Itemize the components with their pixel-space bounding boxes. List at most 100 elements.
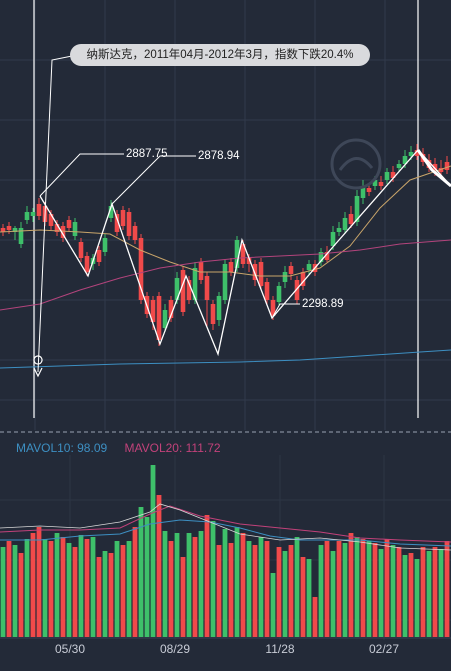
volume-bar (210, 521, 216, 637)
leader-line-high-2 (111, 155, 196, 205)
candle-body (12, 228, 18, 232)
candle-body (390, 172, 396, 178)
candle-body (0, 228, 6, 232)
candle-body (162, 310, 168, 328)
mavol5-line (0, 503, 451, 551)
pin-marker-icon (33, 355, 43, 378)
volume-bar (60, 537, 66, 637)
volume-bar (228, 543, 234, 637)
volume-bar (198, 531, 204, 637)
volume-bar (84, 539, 90, 637)
volume-bar (234, 527, 240, 637)
candle-body (396, 164, 402, 168)
volume-bar (438, 549, 444, 637)
ma-long-line (0, 349, 451, 369)
volume-bar (186, 533, 192, 637)
volume-legend: MAVOL10: 98.09 MAVOL20: 111.72 (16, 441, 235, 455)
trend-end-segment (416, 149, 451, 188)
volume-bar (138, 507, 144, 637)
x-tick-label: 05/30 (54, 642, 86, 656)
volume-bar (276, 547, 282, 637)
candle-body (222, 264, 228, 300)
volume-bar (396, 547, 402, 637)
candle-body (180, 270, 186, 312)
volume-bar (114, 541, 120, 637)
candle-body (378, 182, 384, 186)
candle-body (54, 224, 60, 232)
x-tick-label: 02/27 (368, 642, 400, 656)
watermark-logo-icon (330, 138, 382, 190)
ma-short-line (0, 165, 451, 277)
candle-body (30, 212, 36, 216)
volume-bar (150, 465, 156, 637)
candle-body (84, 256, 90, 272)
candle-body (240, 244, 246, 264)
candle-body (276, 286, 282, 302)
candle-body (66, 220, 72, 228)
volume-bar (420, 547, 426, 637)
candle-body (204, 276, 210, 300)
candle-body (102, 238, 108, 252)
price-label-low: 2298.89 (302, 298, 344, 310)
candle-body (18, 228, 24, 244)
volume-bar (24, 539, 30, 637)
candle-body (324, 252, 330, 260)
volume-bar (444, 541, 450, 637)
candle-body (192, 268, 198, 300)
volume-bar (252, 545, 258, 637)
volume-bar (330, 551, 336, 637)
volume-bar (240, 533, 246, 637)
candle-body (150, 300, 156, 322)
candle-body (156, 296, 162, 340)
candle-body (282, 272, 288, 282)
candle-body (264, 282, 270, 300)
candle-body (210, 304, 216, 324)
candle-body (366, 188, 372, 192)
candle-body (132, 226, 138, 240)
candle-body (408, 152, 414, 156)
volume-bar (96, 557, 102, 637)
volume-bar (108, 553, 114, 637)
candle-body (372, 180, 378, 186)
candle-body (48, 214, 54, 226)
volume-bar (258, 537, 264, 637)
candle-body (96, 250, 102, 262)
candle-body (342, 218, 348, 230)
candle-body (384, 172, 390, 180)
candle-body (138, 238, 144, 300)
volume-bar (78, 535, 84, 637)
candle-body (228, 262, 234, 272)
volume-bar (294, 537, 300, 637)
volume-bar (336, 541, 342, 637)
volume-bar (288, 545, 294, 637)
price-label-high-2: 2878.94 (198, 150, 240, 162)
candle-body (246, 258, 252, 264)
candle-body (24, 212, 30, 220)
mavol10-line (0, 519, 451, 547)
volume-bar (66, 543, 72, 637)
candle-body (354, 196, 360, 222)
volume-bar (174, 533, 180, 637)
volume-bar (132, 527, 138, 637)
volume-bar (426, 551, 432, 637)
volume-bar (366, 541, 372, 637)
volume-bar (318, 545, 324, 637)
volume-bar (156, 495, 162, 637)
volume-bar (6, 541, 12, 637)
volume-bar (378, 549, 384, 637)
watermark-logo-icon (338, 157, 374, 171)
volume-bar (90, 537, 96, 637)
volume-bar (36, 527, 42, 637)
candle-body (318, 252, 324, 262)
volume-bar (12, 545, 18, 637)
x-tick-label: 11/28 (265, 642, 295, 656)
volume-bar (126, 541, 132, 637)
volume-bar (48, 541, 54, 637)
candle-body (216, 296, 222, 320)
volume-bar (264, 541, 270, 637)
leader-line-annotation (37, 55, 73, 373)
volume-bar (300, 557, 306, 637)
volume-bar (384, 539, 390, 637)
